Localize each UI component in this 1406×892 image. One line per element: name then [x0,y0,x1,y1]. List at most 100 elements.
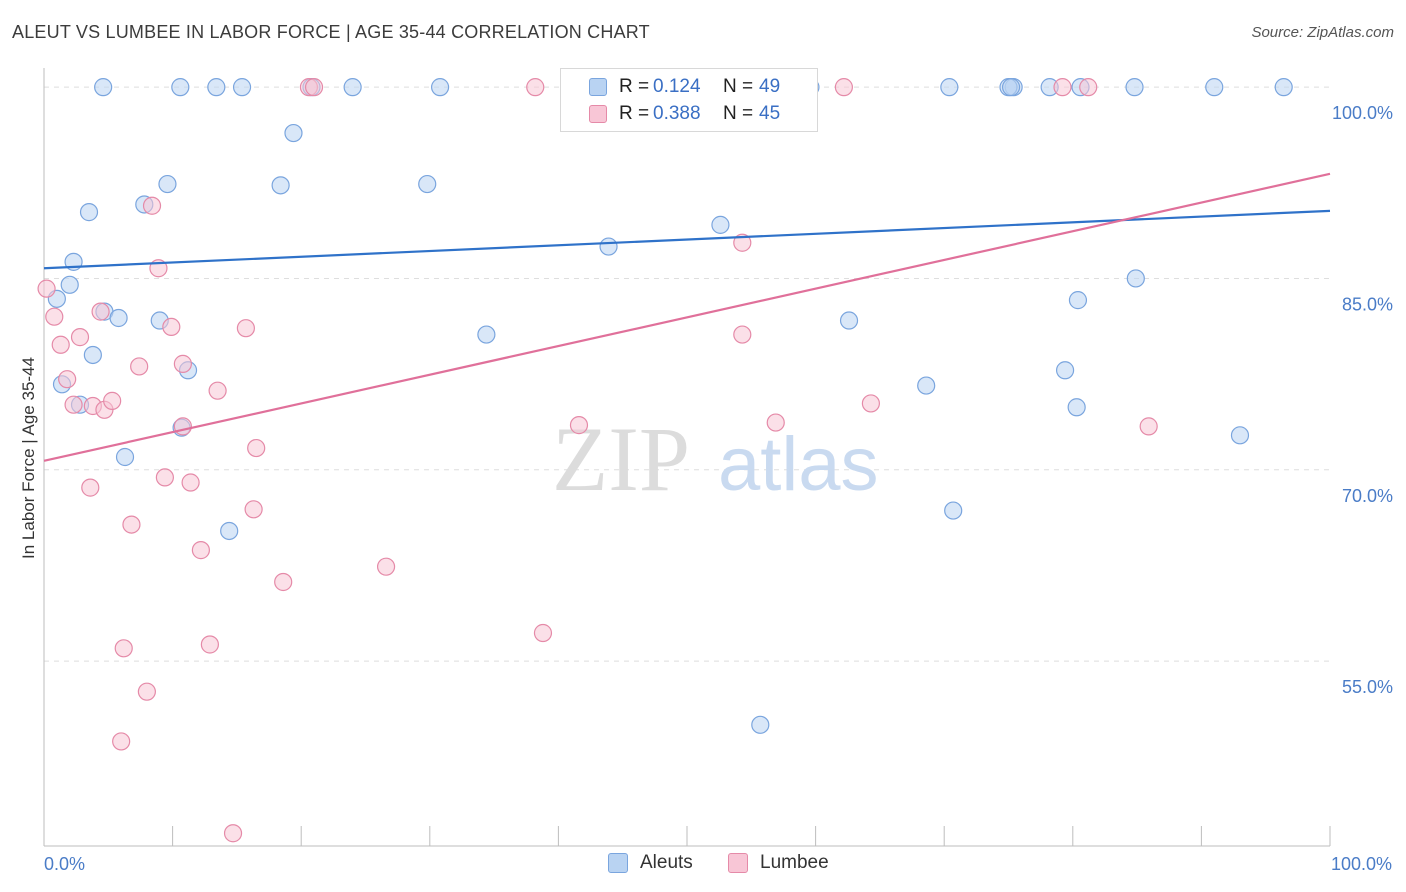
y-tick-label: 100.0% [1332,103,1393,123]
lumbee-point [130,357,149,376]
aleut-point [115,447,135,467]
lumbee-point [1139,417,1158,436]
lumbee-point [861,394,880,413]
lumbee-point [58,370,77,389]
aleut-point [751,715,770,734]
lumbee-point [173,354,192,373]
lumbee-point [122,515,141,534]
trend-layer [43,172,1331,462]
lumbee-point [162,317,181,337]
lumbee-point [51,335,70,354]
lumbee-point [114,639,133,658]
aleut-point [711,215,730,234]
lumbee-point [304,78,324,97]
lumbee-point [223,824,243,843]
aleut-point [1055,361,1075,380]
aleut-point [1230,426,1250,445]
aleut-point [839,311,859,330]
lumbee-point [244,500,263,519]
x-tick-label: 0.0% [44,854,85,874]
lumbee-point [376,557,396,576]
source-label: Source: ZipAtlas.com [1251,24,1394,41]
stats-legend: R = 0.124 N = 49 R = 0.388 N = 45 [560,68,818,132]
watermark-atlas: atlas [718,422,879,507]
aleuts-legend-label: Aleuts [640,852,693,873]
aleut-trend-line [43,209,1331,270]
legend-r-value-lumbee: 0.388 [653,103,701,124]
aleut-point [944,501,963,520]
legend-row-lumbee: R = 0.388 N = 45 [589,102,780,126]
aleut-point [271,176,290,195]
aleut-point [79,203,99,222]
chart-title: ALEUT VS LUMBEE IN LABOR FORCE | AGE 35-… [12,22,650,42]
lumbee-point [155,468,174,487]
lumbee-legend-label: Lumbee [760,852,829,873]
lumbee-point [1053,78,1072,97]
aleut-point [207,78,226,97]
lumbee-point [81,478,100,497]
lumbee-point [208,381,227,400]
lumbee-point [137,682,156,701]
aleuts-swatch [589,78,607,96]
legend-n-value-aleuts: 49 [759,76,781,97]
lumbee-point [766,413,785,432]
aleut-point [343,78,362,97]
lumbee-point [1079,78,1098,97]
lumbee-point [91,302,110,321]
lumbee-legend-swatch [728,853,748,873]
points-layer [37,78,1293,843]
aleut-point [1274,78,1293,97]
axis-layer [43,68,1331,847]
aleut-point [430,78,450,97]
aleut-point [917,376,936,395]
aleut-point [109,308,128,328]
lumbee-point [64,395,83,414]
grid-layer [44,86,1330,662]
lumbee-trend-line [43,172,1331,462]
lumbee-point [569,416,589,435]
aleut-point [1205,78,1224,97]
aleut-point [940,78,959,97]
lumbee-point [733,233,752,252]
legend-r-label: R = [619,76,650,97]
lumbee-point [70,328,90,347]
lumbee-point [142,196,162,215]
legend-row-aleuts: R = 0.124 N = 49 [589,75,780,99]
lumbee-swatch [589,105,607,123]
aleut-point [171,78,190,97]
aleut-point [94,78,113,97]
aleut-point [232,78,252,97]
aleuts-legend-swatch [608,853,628,873]
aleut-point [158,174,177,194]
y-axis-label: In Labor Force | Age 35-44 [19,357,38,559]
legend-n-value-lumbee: 45 [759,103,781,124]
lumbee-point [526,78,545,97]
lumbee-point [274,572,293,592]
legend-n-label: N = [723,76,754,97]
lumbee-point [112,732,131,751]
lumbee-point [173,417,192,436]
aleut-point [477,325,496,344]
aleut-point [1067,398,1086,417]
lumbee-point [834,78,853,97]
lumbee-point [37,279,56,298]
lumbee-point [200,635,219,654]
y-tick-label: 55.0% [1342,677,1393,697]
aleut-point [1068,291,1088,310]
series-legend: Aleuts Lumbee [0,852,1406,878]
tick-label-layer: 55.0% 70.0% 85.0% 100.0% 0.0% 100.0% [44,103,1393,874]
legend-item-lumbee[interactable]: Lumbee [728,852,829,874]
lumbee-point [103,391,122,410]
lumbee-point [733,325,752,344]
lumbee-point [181,473,200,492]
aleut-point [418,174,437,194]
aleut-point [284,123,303,143]
x-tick-label: 100.0% [1331,854,1392,874]
aleut-point [220,521,239,541]
lumbee-point [45,307,64,326]
y-tick-label: 85.0% [1342,294,1393,314]
legend-item-aleuts[interactable]: Aleuts [608,852,693,874]
legend-n-label: N = [723,103,754,124]
aleut-point [1126,269,1145,288]
